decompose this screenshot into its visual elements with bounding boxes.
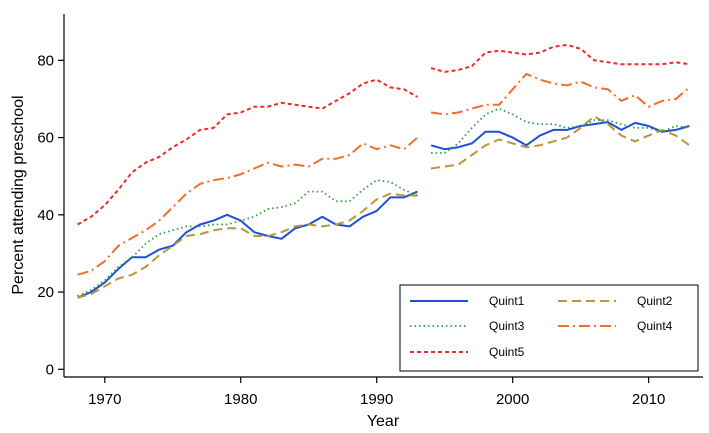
legend-box bbox=[399, 284, 699, 372]
x-axis-ticks: 1970 1980 1990 2000 2010 bbox=[88, 377, 665, 408]
series-line-quint4 bbox=[77, 72, 691, 276]
series-line-quint3 bbox=[77, 107, 690, 297]
x-tick-label: 1990 bbox=[360, 391, 393, 408]
y-tick-label: 0 bbox=[46, 361, 54, 378]
y-axis-title: Percent attending preschool bbox=[10, 95, 27, 294]
y-axis-ticks: 0 20 40 60 80 bbox=[37, 52, 64, 378]
x-tick-label: 2000 bbox=[496, 391, 529, 408]
y-tick-label: 40 bbox=[37, 207, 54, 224]
legend: Quint1 Quint2 Quint3 Quint4 Quint5 bbox=[399, 284, 699, 372]
legend-label-quint4: Quint4 bbox=[637, 319, 673, 333]
plot-frame bbox=[63, 14, 703, 378]
series-layer bbox=[77, 43, 691, 299]
legend-label-quint3: Quint3 bbox=[489, 319, 525, 333]
x-tick-label: 2010 bbox=[632, 391, 665, 408]
series-line-quint2 bbox=[77, 115, 690, 299]
legend-label-quint2: Quint2 bbox=[637, 294, 673, 308]
y-tick-label: 80 bbox=[37, 52, 54, 69]
y-tick-label: 20 bbox=[37, 284, 54, 301]
legend-label-quint1: Quint1 bbox=[489, 294, 525, 308]
x-axis-title: Year bbox=[367, 413, 400, 430]
x-tick-label: 1980 bbox=[224, 391, 257, 408]
series-line-quint1 bbox=[77, 121, 690, 299]
series-line-quint5 bbox=[77, 43, 690, 226]
legend-label-quint5: Quint5 bbox=[489, 345, 525, 359]
x-tick-label: 1970 bbox=[88, 391, 121, 408]
y-tick-label: 60 bbox=[37, 130, 54, 147]
